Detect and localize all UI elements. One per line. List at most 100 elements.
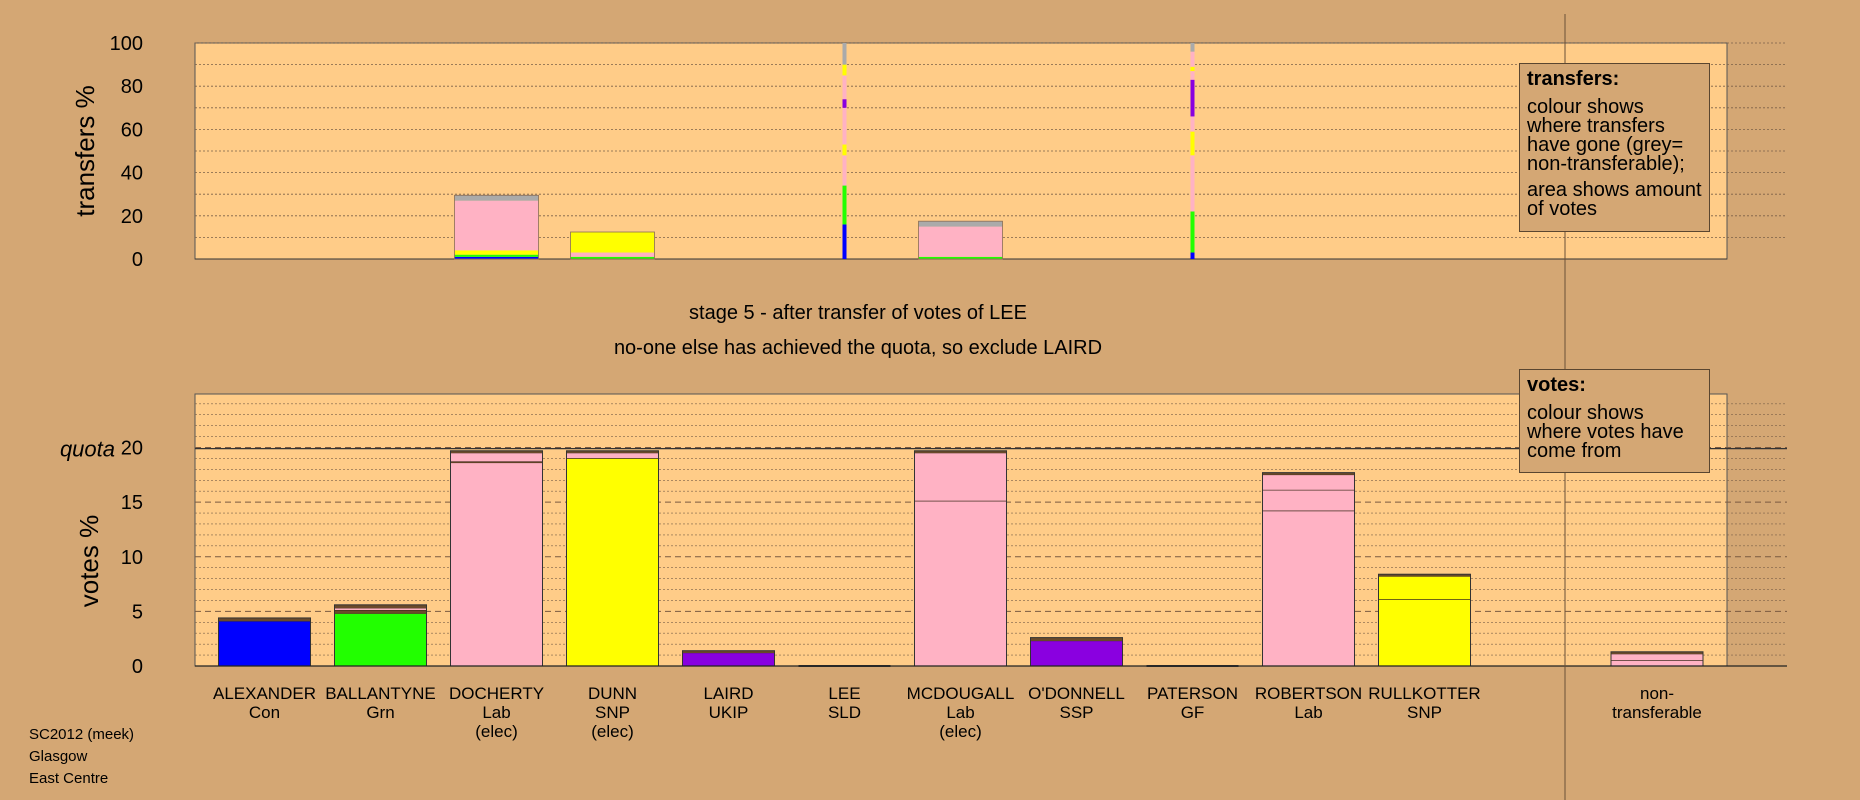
votes-legend-box: votes: colour shows where votes have com… xyxy=(1519,369,1710,473)
vote-bar-non-transferable xyxy=(1610,651,1704,667)
candidate-name-label: ALEXANDER xyxy=(213,684,316,703)
candidate-party-label: Grn xyxy=(366,703,394,722)
candidate-party-label: UKIP xyxy=(709,703,749,722)
votes-legend-title: votes: xyxy=(1527,374,1586,396)
vote-bar-segment xyxy=(1378,576,1471,600)
transfer-bar-segment xyxy=(454,254,539,257)
vote-bar-segment xyxy=(218,620,311,667)
vote-bar-segment xyxy=(450,461,543,463)
votes-y-tick-label: 20 xyxy=(121,438,143,460)
votes-legend-line1: colour shows where votes have come from xyxy=(1527,402,1684,462)
candidate-name-label: DUNN xyxy=(588,684,637,703)
transfer-bar-paterson xyxy=(1190,43,1195,259)
votes-y-tick-label: 10 xyxy=(121,547,143,569)
transfer-bar-docherty xyxy=(454,194,539,260)
transfer-bar-segment xyxy=(842,185,847,225)
votes-y-tick-label: 15 xyxy=(121,492,143,514)
transfer-bar-dunn xyxy=(570,231,655,260)
transfer-bar-segment xyxy=(570,232,655,253)
vote-bar-segment xyxy=(450,462,543,667)
vote-bar-mcdougall xyxy=(914,450,1007,667)
transfer-bar-segment xyxy=(842,144,847,156)
vote-bar-segment xyxy=(1262,489,1355,512)
vote-bar-segment xyxy=(450,452,543,463)
candidate-name-label: DOCHERTY xyxy=(449,684,544,703)
transfer-bar-segment xyxy=(842,224,847,259)
transfer-bar-segment xyxy=(570,252,655,257)
vote-bar-segment xyxy=(450,450,543,453)
transfer-bar-segment xyxy=(1190,51,1195,67)
candidate-name-label: RULLKOTTER xyxy=(1368,684,1480,703)
candidate-party-label: Con xyxy=(249,703,280,722)
vote-bar-segment xyxy=(1262,474,1355,491)
nontransferable-label: non- xyxy=(1640,684,1674,703)
transfer-bar-segment xyxy=(1190,66,1195,72)
candidate-name-label: BALLANTYNE xyxy=(325,684,436,703)
vote-bar-segment xyxy=(218,617,311,622)
vote-bar-segment xyxy=(1610,660,1704,667)
transfers-y-axis-label: transfers % xyxy=(70,85,100,217)
transfer-bar-segment xyxy=(454,250,539,255)
votes-y-tick-label: 5 xyxy=(132,601,143,623)
transfer-bar-segment xyxy=(918,256,1003,259)
transfers-y-tick-label: 40 xyxy=(121,163,143,185)
transfer-bar-mcdougall xyxy=(918,220,1003,260)
transfer-bar-segment xyxy=(1190,79,1195,117)
footer-line: SC2012 (meek) xyxy=(29,726,135,743)
transfer-bar-segment xyxy=(1190,131,1195,156)
candidate-name-label: LEE xyxy=(828,684,860,703)
transfers-y-tick-label: 80 xyxy=(121,76,143,98)
stage-subtitle: no-one else has achieved the quota, so e… xyxy=(613,337,1103,359)
transfer-bar-segment xyxy=(842,155,847,186)
transfers-y-tick-label: 100 xyxy=(110,33,143,55)
transfers-y-tick-label: 0 xyxy=(132,249,143,271)
vote-bar-segment xyxy=(1611,651,1703,654)
vote-bar-segment xyxy=(566,450,659,453)
transfer-bar-segment xyxy=(842,64,847,76)
transfer-bar-segment xyxy=(918,226,1003,257)
transfer-bar-segment xyxy=(1190,211,1195,253)
vote-bar-laird xyxy=(682,650,775,667)
candidate-party-label: SNP xyxy=(1407,703,1442,722)
vote-bar-segment xyxy=(1378,574,1471,577)
candidate-name-label: O'DONNELL xyxy=(1028,684,1125,703)
vote-bar-segment xyxy=(682,650,775,653)
transfer-bar-segment xyxy=(1190,43,1195,52)
transfer-bar-segment xyxy=(842,107,847,145)
transfer-bar-outline xyxy=(454,194,539,260)
transfer-bar-segment xyxy=(454,195,539,201)
transfer-bar-outline xyxy=(918,220,1003,260)
vote-bar-segment xyxy=(334,610,427,614)
nontransferable-label: transferable xyxy=(1612,703,1702,722)
vote-bar-segment xyxy=(566,452,659,459)
transfer-bar-segment xyxy=(918,221,1003,227)
vote-bar-segment xyxy=(682,652,775,667)
stage-title: stage 5 - after transfer of votes of LEE xyxy=(689,302,1027,324)
transfers-y-tick-label: 20 xyxy=(121,206,143,228)
candidate-elected-label: (elec) xyxy=(591,722,634,741)
candidate-party-label: Lab xyxy=(482,703,510,722)
vote-bar-segment xyxy=(334,607,427,611)
vote-bar-segment xyxy=(1030,637,1123,641)
vote-bar-segment xyxy=(914,500,1007,667)
transfer-bar-segment xyxy=(454,200,539,251)
vote-bar-robertson xyxy=(1262,472,1355,667)
candidate-elected-label: (elec) xyxy=(939,722,982,741)
vote-bar-rullkotter xyxy=(1378,573,1471,667)
vote-bar-segment xyxy=(1030,640,1123,667)
transfers-legend-box: transfers: colour shows where transfers … xyxy=(1519,63,1710,232)
candidate-name-label: MCDOUGALL xyxy=(907,684,1015,703)
footer-line: Glasgow xyxy=(29,748,88,765)
quota-label: quota xyxy=(60,437,115,462)
vote-bar-odonnell xyxy=(1030,637,1123,667)
candidate-party-label: Lab xyxy=(1294,703,1322,722)
transfer-bar-segment xyxy=(842,43,847,65)
vote-bar-segment xyxy=(1262,472,1355,475)
transfers-legend-title: transfers: xyxy=(1527,68,1620,90)
vote-bar-docherty xyxy=(450,450,543,667)
footer-line: East Centre xyxy=(29,770,109,787)
votes-y-axis-label: votes % xyxy=(74,515,104,608)
candidate-party-label: GF xyxy=(1181,703,1205,722)
vote-bar-segment xyxy=(1262,510,1355,667)
